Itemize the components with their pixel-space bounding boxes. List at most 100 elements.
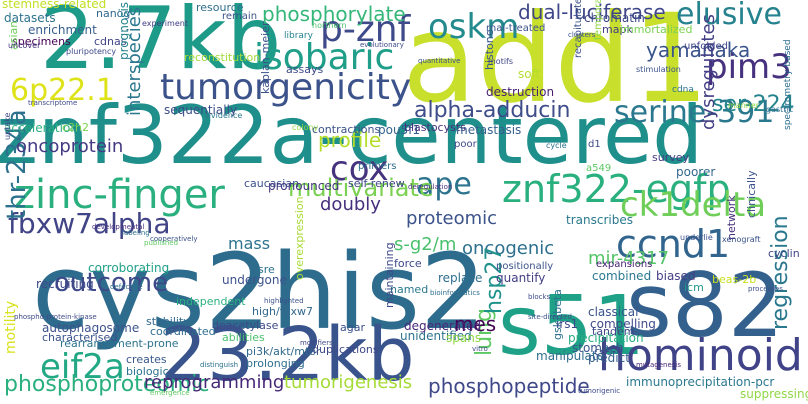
word-76: pou5f1: [378, 123, 421, 137]
word-103: corroborating: [88, 261, 170, 275]
word-171: site-directed: [528, 313, 572, 321]
word-28: dual-luciferase: [518, 0, 666, 24]
word-143: quantitative: [418, 57, 461, 65]
word-23: eif2a: [40, 347, 125, 387]
word-104: recruiting: [36, 277, 94, 291]
word-82: poor: [454, 139, 477, 150]
word-66: unfolded: [684, 41, 728, 52]
word-33: proteomic: [406, 208, 498, 229]
word-1: znf322a-centered: [0, 89, 704, 182]
word-20: serine-391: [614, 95, 775, 130]
word-167: phospho-protein-kinase: [14, 313, 97, 321]
word-99: named: [390, 283, 429, 296]
word-47: motility: [3, 300, 19, 354]
word-149: transcriptome: [28, 99, 78, 107]
word-176: temporal-spatial: [593, 0, 604, 40]
word-32: oncoprotein: [16, 136, 124, 157]
word-112: deacetylase: [212, 319, 279, 332]
word-175: spectrometry-based: [783, 39, 793, 130]
word-22: fbxw7alpha: [8, 207, 171, 240]
word-107: stability: [146, 315, 190, 328]
word-25: multivariate: [288, 174, 434, 202]
word-63: mapk: [602, 23, 633, 36]
word-120: agar: [340, 321, 365, 334]
word-174: emergence: [150, 389, 190, 397]
word-52: datasets: [4, 11, 56, 25]
word-26: alpha-adducin: [414, 98, 571, 123]
word-101: sre: [258, 263, 275, 276]
word-109: autophagosome: [42, 321, 140, 335]
word-136: irs1: [556, 317, 579, 331]
word-67: evolutionary: [360, 41, 404, 49]
word-7: zinc-finger: [14, 172, 225, 218]
word-156: developmental: [92, 223, 145, 231]
word-129: stomach: [572, 341, 624, 355]
word-98: replace: [438, 271, 483, 285]
word-53: enrichment: [28, 23, 97, 37]
word-68: prognosis: [117, 1, 131, 60]
word-164: processes: [748, 285, 783, 293]
word-45: dysregulates: [698, 14, 719, 130]
word-75: contractions: [312, 123, 381, 136]
word-146: northern: [312, 21, 347, 30]
word-73: c2h2: [62, 121, 90, 134]
word-71: sequentially: [164, 103, 238, 117]
word-85: caucasian: [244, 177, 300, 190]
word-168: highlighted: [264, 297, 304, 305]
word-13: oskm: [428, 7, 520, 47]
word-92: icm: [684, 281, 704, 294]
word-133: suppressing: [740, 387, 808, 401]
word-30: ser-224: [712, 92, 795, 117]
word-0: add1: [402, 0, 710, 130]
word-31: profile: [318, 128, 382, 152]
word-110: rearrangement-prone: [60, 337, 179, 350]
word-83: survey: [652, 151, 690, 164]
word-105: high/fbxw7: [252, 305, 314, 318]
word-119: maintaining: [383, 242, 396, 308]
word-86: pronounced: [268, 179, 340, 193]
word-80: soft: [518, 67, 541, 81]
word-77: blastocysts: [404, 121, 466, 134]
word-2: cys2his2: [32, 231, 487, 353]
word-140: pluripotency: [66, 47, 117, 56]
word-131: predict: [588, 351, 630, 365]
word-59: remain: [222, 11, 258, 22]
word-114: pi3k/akt/mtor: [246, 345, 321, 358]
word-159: manner: [728, 101, 760, 110]
word-94: biased: [656, 269, 696, 283]
word-84: poorer: [676, 165, 716, 179]
word-11: isobaric: [254, 37, 395, 78]
word-58: resource: [196, 1, 244, 14]
word-17: ccnd1: [616, 222, 731, 266]
word-6: s51: [498, 279, 646, 374]
word-41: regression: [768, 215, 793, 330]
word-65: immortalized: [620, 23, 693, 36]
word-95: expansions: [596, 259, 653, 270]
word-72: acceleration: [4, 121, 78, 135]
word-117: biologic: [126, 365, 169, 378]
word-170: blocks: [528, 293, 551, 301]
word-39: phosphopeptide: [428, 374, 590, 398]
word-152: cycle: [546, 141, 567, 150]
word-48: mass: [228, 234, 271, 253]
word-97: positionally: [496, 261, 554, 272]
word-3: 2.7kb: [40, 0, 282, 89]
word-157: labeling: [122, 229, 150, 237]
word-54: specimens: [12, 35, 71, 48]
word-78: metastasis: [456, 123, 522, 137]
word-55: cdnas: [94, 35, 127, 48]
word-123: degenerated: [404, 319, 481, 333]
word-169: bioinformatics: [430, 289, 480, 297]
word-115: prolonging: [246, 357, 305, 370]
word-148: xenograft: [722, 235, 761, 244]
word-132: immunoprecipitation-pcr: [626, 375, 775, 389]
word-29: yamanaka: [646, 38, 751, 62]
word-125: classical: [588, 305, 639, 319]
word-147: cdna: [672, 85, 694, 95]
word-151: colony: [292, 123, 319, 132]
word-90: clinically: [745, 170, 758, 218]
word-165: tumorigenic: [578, 387, 621, 395]
word-158: gastric: [766, 105, 794, 114]
word-37: reprogramming: [144, 372, 285, 393]
word-161: published: [144, 239, 179, 247]
